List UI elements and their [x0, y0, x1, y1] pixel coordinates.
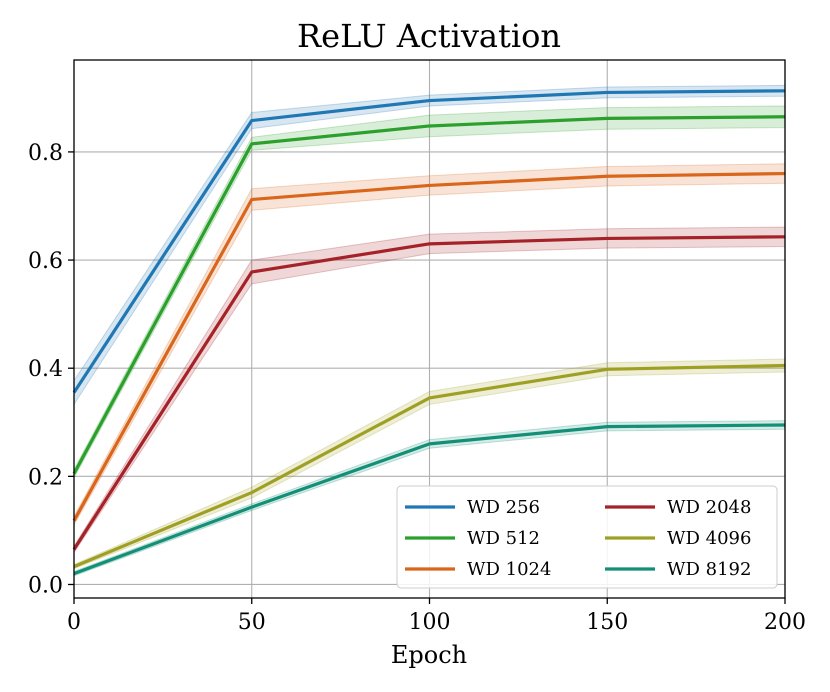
- legend-label: WD 512: [467, 528, 540, 549]
- x-tick-label: 100: [409, 610, 451, 635]
- series-line-wd-8192: [73, 423, 786, 576]
- legend-label: WD 2048: [667, 497, 751, 518]
- x-tick-label: 150: [586, 610, 628, 635]
- legend: WD 256 WD 512 WD 1024 WD 2048 WD 4096 WD 8192: [396, 485, 778, 589]
- legend-label: WD 1024: [467, 559, 551, 580]
- legend-box: [396, 485, 778, 589]
- series-line-wd-1024: [72, 171, 786, 522]
- legend-label: WD 256: [467, 497, 540, 518]
- series-line-wd-512: [72, 115, 786, 475]
- x-tick-label: 0: [67, 610, 81, 635]
- x-tick-label: 200: [764, 610, 806, 635]
- y-axis-ticks: 0.0 0.2 0.4 0.6 0.8: [28, 141, 74, 598]
- x-axis-ticks: 0 50 100 150 200: [67, 598, 806, 635]
- series-line-wd-256: [72, 89, 786, 394]
- y-tick-label: 0.6: [28, 249, 63, 274]
- y-tick-label: 0.8: [28, 141, 63, 166]
- chart-title: ReLU Activation: [297, 17, 561, 55]
- x-tick-label: 50: [238, 610, 266, 635]
- x-axis-label: Epoch: [391, 641, 467, 669]
- y-tick-label: 0.2: [28, 465, 63, 490]
- series-lines: [72, 89, 786, 576]
- y-tick-label: 0.0: [28, 573, 63, 598]
- series-line-wd-4096: [73, 363, 786, 569]
- legend-label: WD 8192: [667, 559, 751, 580]
- series-line-wd-2048: [72, 235, 786, 551]
- legend-label: WD 4096: [667, 528, 751, 549]
- y-tick-label: 0.4: [28, 357, 63, 382]
